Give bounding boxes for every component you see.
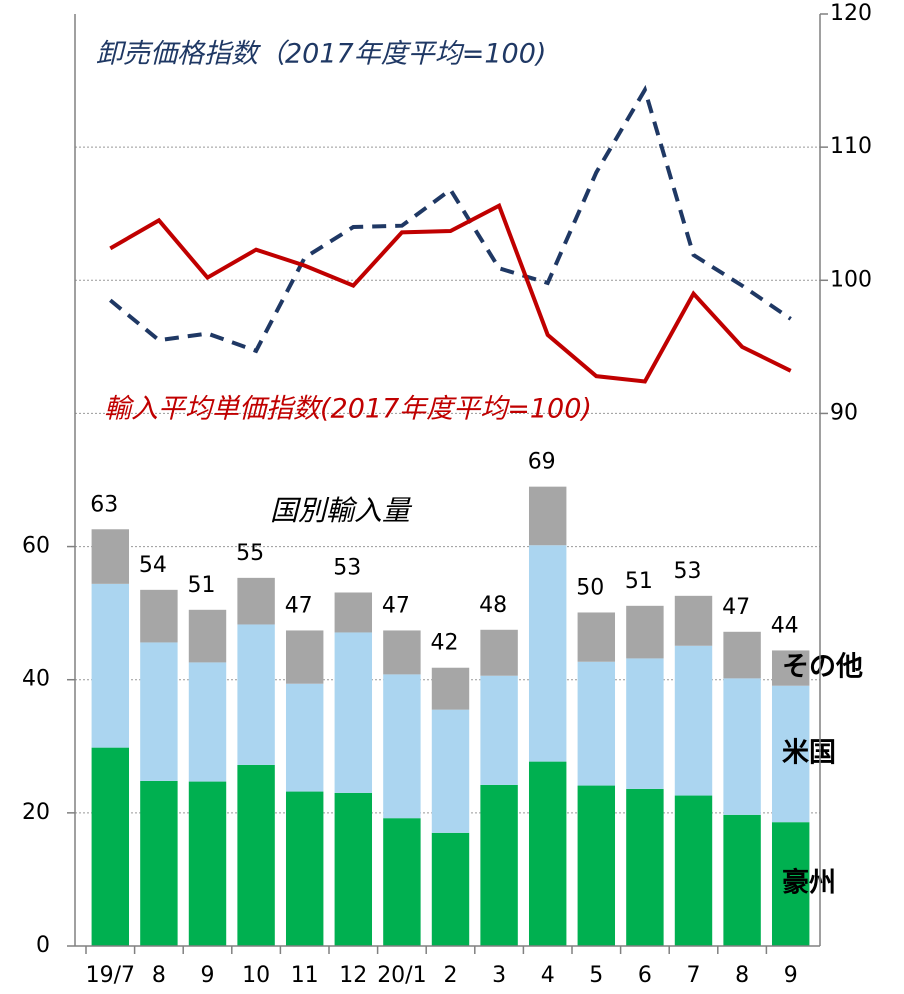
- total-label: 47: [722, 595, 750, 620]
- series-label: 豪州: [782, 867, 836, 899]
- bar-segment: [723, 814, 761, 946]
- total-label: 44: [771, 613, 799, 638]
- bar-segment: [140, 589, 178, 643]
- total-label: 54: [139, 553, 167, 578]
- x-tick-label: 6: [638, 963, 652, 988]
- bar-segment: [431, 709, 470, 833]
- total-label: 69: [528, 450, 556, 475]
- x-tick-label: 7: [687, 963, 701, 988]
- bar-segment: [431, 832, 470, 946]
- x-tick-label: 4: [541, 963, 555, 988]
- total-label: 47: [285, 593, 313, 618]
- y2-tick-label: 100: [830, 267, 872, 292]
- bar-segment: [528, 545, 567, 762]
- bar-segment: [334, 592, 373, 633]
- total-label: 55: [236, 541, 264, 566]
- x-tick-label: 9: [784, 963, 798, 988]
- x-tick-label: 8: [152, 963, 166, 988]
- total-label: 53: [333, 556, 361, 581]
- y-tick-label: 0: [36, 933, 50, 958]
- y2-tick-label: 110: [830, 134, 872, 159]
- bar-segment: [431, 667, 470, 710]
- bar-segment: [188, 609, 227, 663]
- bar-segment: [577, 612, 616, 662]
- x-tick-label: 3: [492, 963, 506, 988]
- bar-segment: [528, 486, 567, 546]
- bar-segment: [237, 577, 275, 625]
- line-series: [109, 84, 792, 354]
- bar-segment: [188, 662, 227, 782]
- total-label: 48: [479, 593, 507, 618]
- bar-segment: [334, 632, 373, 793]
- x-tick-label: 12: [339, 963, 367, 988]
- total-label: 63: [90, 492, 118, 517]
- x-tick-label: 2: [444, 963, 458, 988]
- series-label: 米国: [782, 737, 836, 768]
- bar-segment: [188, 781, 227, 946]
- bar-segment: [723, 678, 761, 815]
- bar-segment: [237, 624, 275, 765]
- chart-title: 国別輸入量: [270, 494, 413, 527]
- y-tick-label: 20: [22, 800, 50, 825]
- bar-segment: [91, 747, 130, 946]
- bar-segment: [383, 674, 421, 819]
- x-tick-label: 10: [242, 963, 270, 988]
- x-tick-label: 11: [291, 963, 319, 988]
- series-label: 卸売価格指数（2017年度平均=100): [96, 39, 546, 70]
- bar-segment: [626, 605, 664, 659]
- series-label: 輸入平均単価指数(2017年度平均=100): [104, 394, 592, 425]
- bar-segment: [91, 583, 130, 748]
- total-label: 51: [625, 569, 653, 594]
- bar-segment: [140, 642, 178, 781]
- bar-segment: [577, 785, 616, 946]
- bar-segment: [480, 629, 518, 676]
- bar-segment: [285, 683, 324, 792]
- bar-segment: [577, 661, 616, 786]
- total-label: 51: [188, 573, 216, 598]
- y-tick-label: 40: [22, 667, 50, 692]
- x-tick-label: 8: [735, 963, 749, 988]
- bar-segment: [383, 630, 421, 675]
- y-tick-label: 60: [22, 534, 50, 559]
- bar-segment: [626, 658, 664, 789]
- bar-segment: [674, 595, 713, 646]
- bar-segment: [480, 675, 518, 785]
- total-label: 42: [431, 631, 459, 656]
- bar-segment: [383, 818, 421, 946]
- bar-segment: [285, 630, 324, 684]
- bar-segment: [771, 685, 810, 823]
- bar-segment: [237, 764, 275, 946]
- bar-segment: [140, 780, 178, 946]
- bar-segment: [480, 784, 518, 946]
- x-tick-label: 5: [589, 963, 603, 988]
- x-tick-label: 9: [201, 963, 215, 988]
- bar-segment: [771, 650, 810, 686]
- bar-segment: [285, 791, 324, 946]
- total-label: 47: [382, 593, 410, 618]
- y2-tick-label: 120: [830, 1, 872, 26]
- y2-tick-label: 90: [830, 400, 858, 425]
- bar-segment: [626, 788, 664, 946]
- line-series: [109, 202, 792, 384]
- series-label: その他: [782, 652, 863, 683]
- bar-segment: [674, 795, 713, 946]
- x-tick-label: 19/7: [86, 963, 135, 988]
- bar-segment: [723, 631, 761, 679]
- bar-segment: [334, 792, 373, 946]
- x-tick-label: 20/1: [377, 963, 426, 988]
- bar-segment: [91, 529, 130, 584]
- bar-segment: [771, 822, 810, 946]
- bar-segment: [528, 761, 567, 946]
- total-label: 50: [576, 575, 604, 600]
- bar-segment: [674, 645, 713, 796]
- total-label: 53: [674, 559, 702, 584]
